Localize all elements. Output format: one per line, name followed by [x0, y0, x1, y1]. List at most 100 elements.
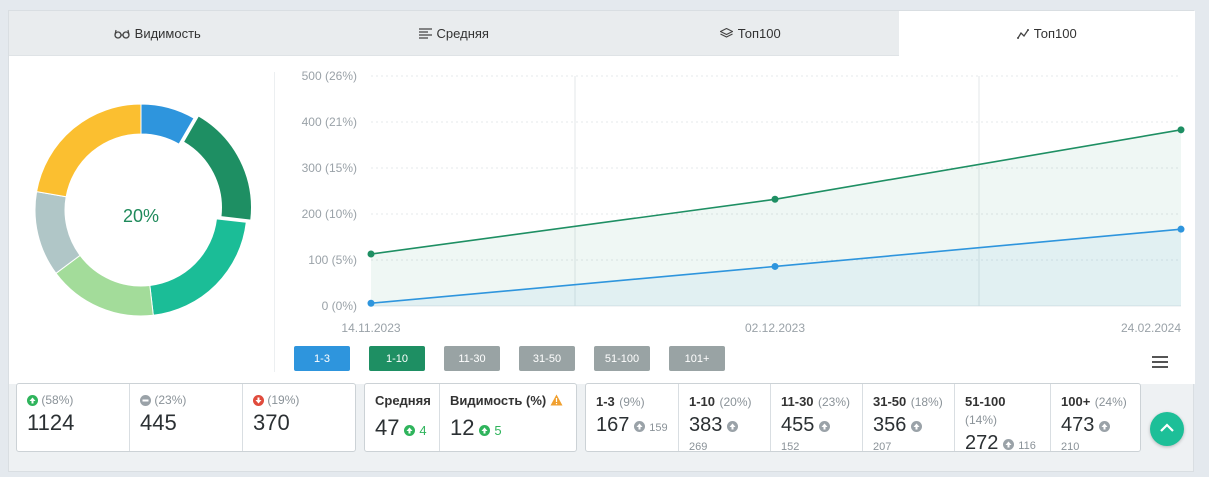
- range-value: 383: [689, 414, 723, 436]
- series-area-1-10: [371, 129, 1181, 306]
- tab-top100-layers[interactable]: Топ100: [602, 11, 899, 56]
- range-stat-31-50: 31-50 (18%) 356 207: [863, 384, 955, 453]
- average-value: 47: [375, 415, 400, 440]
- range-button-101-plus[interactable]: 101+: [669, 346, 725, 371]
- average-position: Средняя 47 4: [365, 384, 440, 451]
- range-pct: (9%): [619, 395, 645, 409]
- average-delta: 4: [419, 423, 427, 438]
- tab-visibility[interactable]: Видимость: [9, 11, 306, 56]
- range-value: 272: [965, 432, 999, 454]
- donut-slice-11-30[interactable]: [149, 218, 247, 316]
- range-button-11-30[interactable]: 11-30: [444, 346, 500, 371]
- stat-down: (19%) 370: [243, 384, 355, 451]
- tab-bar: Видимость Средняя Топ100 Топ100: [9, 11, 1195, 56]
- tab-label: Средняя: [436, 26, 489, 41]
- line-chart: 0 (0%) 100 (5%) 200 (10%) 300 (15%) 400 (21%…: [302, 69, 1185, 335]
- range-button-1-10[interactable]: 1-10: [369, 346, 425, 371]
- range-button-1-3[interactable]: 1-3: [294, 346, 350, 371]
- range-stat-11-30: 11-30 (23%) 455 152: [771, 384, 863, 453]
- donut-slice-1-10[interactable]: [182, 115, 252, 221]
- tab-content: 20% 0 (0%) 100 (5%) 200 (10%) 300 (15%) 400 …: [9, 56, 1195, 384]
- minus-icon: [140, 395, 151, 407]
- data-point-1-3[interactable]: [771, 262, 779, 270]
- y-tick-label: 500 (26%): [302, 69, 357, 83]
- layers-icon: [719, 28, 733, 39]
- chart-line-icon: [1016, 28, 1029, 39]
- history-icon: [910, 421, 922, 433]
- stat-pct: (58%): [41, 393, 74, 407]
- divider: [274, 72, 275, 372]
- range-prev: 207: [873, 441, 892, 453]
- range-button-51-100[interactable]: 51-100: [594, 346, 650, 371]
- range-button-31-50[interactable]: 31-50: [519, 346, 575, 371]
- stat-value: 445: [140, 410, 177, 435]
- tab-top100-chart[interactable]: Топ100: [898, 11, 1195, 56]
- ranges-card: 1-3 (9%) 167 159 1-10 (20%) 383 269 11-3…: [585, 383, 1141, 454]
- warning-icon[interactable]: [550, 393, 563, 408]
- range-pct: (24%): [1094, 395, 1127, 409]
- movement-card: (58%) 1124 (23%) 445 (19%) 370: [16, 383, 356, 452]
- visibility-label: Видимость (%): [450, 393, 547, 408]
- data-point-1-10[interactable]: [1177, 126, 1185, 134]
- range-pct: (18%): [910, 395, 943, 409]
- stat-up: (58%) 1124: [17, 384, 130, 451]
- range-value: 455: [781, 414, 815, 436]
- donut-slice-1-3[interactable]: [140, 103, 195, 145]
- range-prev: 210: [1061, 441, 1080, 453]
- range-pct: (20%): [719, 395, 752, 409]
- arrow-up-icon: [27, 395, 38, 407]
- range-stat-1-10: 1-10 (20%) 383 269: [679, 384, 771, 453]
- tab-label: Видимость: [134, 26, 201, 41]
- arrow-down-icon: [253, 395, 264, 407]
- range-value: 473: [1061, 414, 1095, 436]
- data-point-1-3[interactable]: [1177, 225, 1185, 233]
- range-stat-1-3: 1-3 (9%) 167 159: [586, 384, 679, 451]
- stat-pct: (23%): [154, 393, 187, 407]
- tab-label: Топ100: [1033, 26, 1077, 41]
- x-tick-label: 02.12.2023: [745, 321, 805, 335]
- range-label: 1-10: [689, 394, 716, 409]
- x-tick-label: 24.02.2024: [1121, 321, 1181, 335]
- range-pct: (14%): [965, 413, 998, 427]
- stat-pct: (19%): [267, 393, 300, 407]
- history-icon: [633, 421, 645, 433]
- visibility-delta: 5: [494, 423, 502, 438]
- range-prev: 152: [781, 441, 800, 453]
- range-value: 356: [873, 414, 907, 436]
- data-point-1-10[interactable]: [367, 250, 375, 258]
- range-label: 31-50: [873, 394, 907, 409]
- stats-panel: Видимость Средняя Топ100 Топ100 20% 0 (0…: [8, 10, 1195, 472]
- history-icon: [726, 421, 738, 433]
- y-tick-label: 100 (5%): [308, 253, 357, 267]
- arrow-up-icon: [478, 425, 490, 437]
- range-label: 51-100: [965, 394, 1006, 409]
- glasses-icon: [114, 29, 130, 39]
- hamburger-menu-icon[interactable]: [1152, 356, 1168, 371]
- visibility-value: 12: [450, 415, 475, 440]
- history-icon: [1002, 439, 1014, 451]
- lines-icon: [418, 28, 432, 39]
- range-prev: 269: [689, 441, 708, 453]
- range-value: 167: [596, 414, 630, 436]
- arrow-up-icon: [403, 425, 415, 437]
- data-point-1-3[interactable]: [367, 299, 375, 307]
- range-label: 11-30: [781, 394, 814, 409]
- average-label: Средняя: [375, 393, 431, 408]
- y-tick-label: 400 (21%): [302, 115, 357, 129]
- stat-value: 1124: [27, 410, 75, 435]
- y-tick-label: 300 (15%): [302, 161, 357, 175]
- donut-slice-100-plus[interactable]: [36, 103, 142, 198]
- y-tick-label: 0 (0%): [322, 299, 357, 313]
- range-pct: (23%): [818, 395, 851, 409]
- scroll-up-button[interactable]: [1150, 412, 1184, 446]
- range-label: 1-3: [596, 394, 615, 409]
- y-tick-label: 200 (10%): [302, 207, 357, 221]
- donut-chart: [34, 103, 252, 317]
- range-stat-51-100: 51-100 (14%) 272 116: [955, 384, 1051, 454]
- range-stat-100-plus: 100+ (24%) 473 210: [1051, 384, 1140, 453]
- donut-slice-31-50[interactable]: [55, 254, 154, 317]
- tab-average[interactable]: Средняя: [306, 11, 603, 56]
- data-point-1-10[interactable]: [771, 195, 779, 203]
- chevron-up-icon: [1159, 420, 1175, 438]
- range-prev: 116: [1018, 440, 1036, 452]
